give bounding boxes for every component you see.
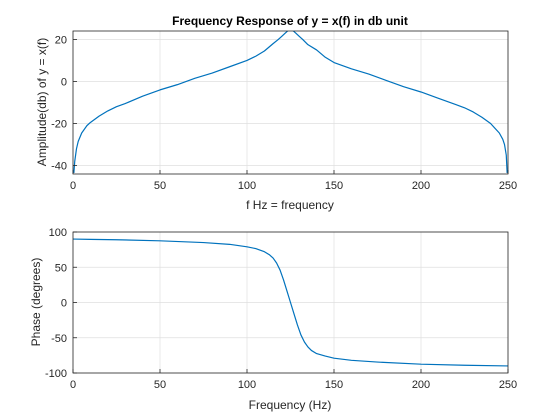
amplitude-axes-box (72, 30, 509, 175)
amplitude-xtick-label: 100 (238, 180, 256, 192)
amplitude-plot-title: Frequency Response of y = x(f) in db uni… (172, 14, 408, 28)
phase-series-line (73, 238, 508, 367)
amplitude-xtick-label: 200 (412, 180, 430, 192)
amplitude-y-axis-label: Amplitude(db) of y = x(f) (35, 38, 49, 166)
amplitude-xtick-label: 50 (154, 180, 166, 192)
phase-xtick-label: 200 (412, 379, 430, 391)
phase-y-axis-label: Phase (degrees) (29, 258, 43, 347)
amplitude-ytick-label: 0 (61, 76, 67, 88)
amplitude-xtick-label: 0 (70, 180, 76, 192)
amplitude-ytick-label: 20 (55, 34, 67, 46)
amplitude-plot: 0 50 100 150 200 250 -40 -20 0 20 Frequency Resp… (35, 14, 517, 212)
phase-series-group (73, 238, 508, 367)
phase-ytick-label: -100 (45, 368, 67, 380)
phase-xtick-label: 250 (499, 379, 517, 391)
phase-plot: 0 50 100 150 200 250 -100 -50 0 50 100 Frequency … (29, 227, 517, 412)
amplitude-ytick-labels: -40 -20 0 20 (51, 34, 67, 172)
amplitude-ytick-label: -40 (51, 161, 67, 173)
amplitude-xtick-label: 250 (499, 180, 517, 192)
phase-xtick-label: 100 (238, 379, 256, 391)
phase-xtick-labels: 0 50 100 150 200 250 (70, 379, 517, 391)
amplitude-xtick-label: 150 (325, 180, 343, 192)
phase-ytick-label: -50 (51, 333, 67, 345)
phase-xtick-label: 0 (70, 379, 76, 391)
phase-ytick-label: 50 (55, 262, 67, 274)
amplitude-xtick-labels: 0 50 100 150 200 250 (70, 180, 517, 192)
amplitude-ytick-label: -20 (51, 119, 67, 131)
phase-ytick-labels: -100 -50 0 50 100 (45, 227, 67, 380)
phase-xtick-label: 50 (154, 379, 166, 391)
amplitude-x-axis-label: f Hz = frequency (246, 198, 334, 212)
phase-xtick-label: 150 (325, 379, 343, 391)
phase-ytick-label: 100 (49, 227, 67, 239)
amplitude-series-group (73, 31, 508, 173)
amplitude-series-line (73, 31, 508, 173)
phase-x-axis-label: Frequency (Hz) (249, 398, 332, 412)
phase-ytick-label: 0 (61, 298, 67, 310)
amplitude-plot-area (73, 31, 508, 174)
